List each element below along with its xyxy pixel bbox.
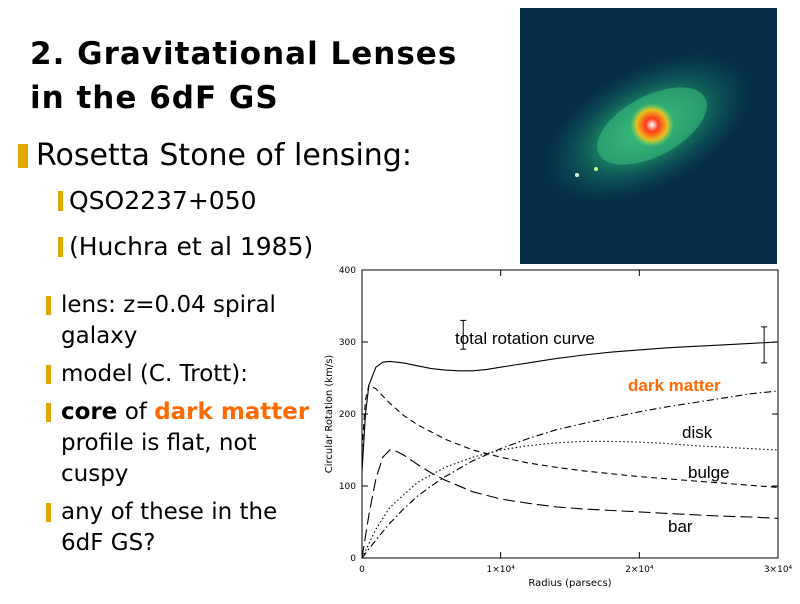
list-item: core of dark matter profile is flat, not…: [46, 397, 326, 490]
series-annotation: total rotation curve: [455, 329, 595, 348]
x-tick-label: 3×10⁴: [764, 565, 793, 575]
galaxy-lens-photo: [520, 8, 777, 264]
y-tick-label: 200: [339, 410, 356, 420]
chart-svg: 0 100 200 300 400 0 1×10⁴ 2×10⁴ 3×10⁴ Radius (par…: [324, 266, 793, 589]
galaxy-image: [539, 50, 757, 206]
dark-matter-highlight: dark matter: [154, 399, 310, 425]
star-dot: [575, 173, 579, 177]
sub-bullet-qso: QSO2237+050: [58, 186, 257, 216]
plot-frame: [361, 269, 779, 559]
sub-bullet-huchra: (Huchra et al 1985): [58, 232, 313, 262]
bullet-marker: [18, 144, 28, 168]
series-line-3: [361, 384, 779, 488]
series-line-4: [361, 449, 779, 559]
y-tick-label: 300: [339, 338, 356, 348]
star-dot: [594, 167, 598, 171]
series-line-1: [361, 390, 779, 559]
series-line-2: [361, 440, 779, 559]
series-annotation: bar: [668, 517, 693, 536]
x-tick-label: 2×10⁴: [625, 565, 654, 575]
series-annotation: disk: [682, 423, 713, 442]
list-item: model (C. Trott):: [46, 359, 326, 390]
galaxy-core: [630, 103, 674, 147]
sub-bullet-text: QSO2237+050: [69, 186, 257, 215]
list-item: any of these in the 6dF GS?: [46, 497, 326, 559]
detail-list: lens: z=0.04 spiral galaxy model (C. Tro…: [46, 290, 326, 566]
sub-bullet-text: (Huchra et al 1985): [69, 232, 314, 261]
list-item-text: core of dark matter profile is flat, not…: [61, 397, 326, 490]
connector-text: of: [117, 399, 155, 425]
slide-title: 2. Gravitational Lenses in the 6dF GS: [30, 32, 510, 120]
bullet-text: Rosetta Stone of lensing:: [36, 138, 412, 173]
series-annotation: bulge: [688, 463, 730, 482]
list-item-text: any of these in the 6dF GS?: [61, 499, 278, 556]
bullet-marker: [46, 296, 51, 315]
x-tick-label: 1×10⁴: [487, 565, 516, 575]
series-line-0: [361, 341, 779, 472]
bullet-rosetta: Rosetta Stone of lensing:: [18, 136, 412, 176]
bullet-marker: [58, 191, 63, 211]
bullet-marker: [46, 503, 51, 522]
continuation-text: profile is flat, not cuspy: [61, 430, 257, 487]
y-axis-label: Circular Rotation (km/s): [324, 355, 335, 474]
x-axis-label: Radius (parsecs): [528, 578, 611, 589]
bullet-marker: [46, 365, 51, 384]
y-tick-label: 0: [350, 554, 356, 564]
list-item-text: model (C. Trott):: [61, 361, 249, 387]
title-line-1: 2. Gravitational Lenses: [30, 36, 458, 72]
bullet-marker: [58, 237, 63, 257]
bullet-marker: [46, 403, 51, 422]
rotation-curve-chart: 0 100 200 300 400 0 1×10⁴ 2×10⁴ 3×10⁴ Radius (par…: [318, 262, 800, 600]
title-line-2: in the 6dF GS: [30, 80, 279, 116]
y-tick-label: 100: [339, 482, 356, 492]
x-tick-label: 0: [359, 565, 365, 575]
core-word: core: [61, 399, 118, 425]
y-tick-label: 400: [339, 266, 356, 276]
series-annotation: dark matter: [628, 376, 721, 395]
list-item: lens: z=0.04 spiral galaxy: [46, 290, 326, 352]
list-item-text: lens: z=0.04 spiral galaxy: [61, 292, 276, 349]
